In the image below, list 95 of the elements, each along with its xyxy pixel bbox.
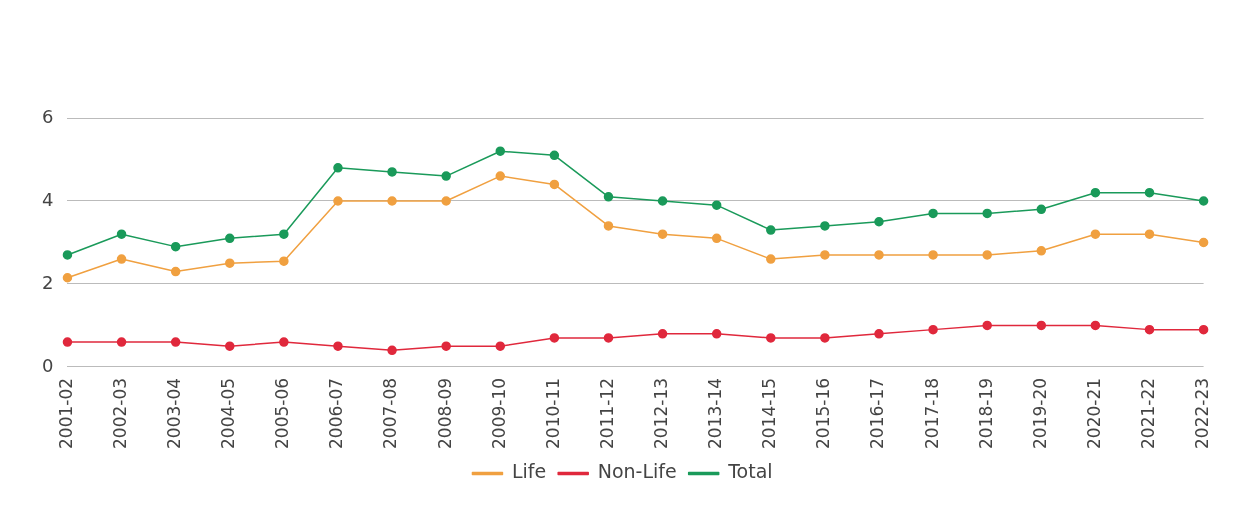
legend-label: Non-Life <box>597 460 677 483</box>
point <box>441 196 451 206</box>
x-tick-label: 2004-05 <box>218 377 239 449</box>
point <box>766 254 776 264</box>
point <box>982 208 992 219</box>
point <box>170 266 181 277</box>
point <box>820 333 830 343</box>
x-tick-label: 2019-20 <box>1029 377 1050 449</box>
point <box>657 229 668 239</box>
point <box>1144 187 1155 198</box>
point <box>1144 324 1155 335</box>
x-tick-label: 2017-18 <box>921 377 942 449</box>
point <box>116 254 127 264</box>
point <box>766 225 776 235</box>
point <box>874 329 884 339</box>
point <box>1198 237 1209 248</box>
point <box>62 273 73 283</box>
y-tick-label: 2 <box>42 271 54 293</box>
x-tick-label: 2001-02 <box>55 377 76 449</box>
point <box>711 200 722 210</box>
point <box>116 337 127 347</box>
point <box>603 221 614 231</box>
point <box>711 233 722 244</box>
point <box>657 329 668 339</box>
point <box>279 337 289 347</box>
point <box>62 250 73 260</box>
point <box>1036 320 1047 331</box>
point <box>279 229 289 239</box>
x-tick-label: 2010-11 <box>542 377 563 449</box>
x-tick-label: 2018-19 <box>975 377 996 449</box>
point <box>116 229 127 239</box>
x-tick-label: 2009-10 <box>488 377 509 449</box>
point <box>549 333 560 343</box>
point <box>1090 187 1101 198</box>
point <box>549 179 560 190</box>
point <box>387 196 397 206</box>
point <box>549 150 560 161</box>
point <box>1036 246 1047 256</box>
point <box>333 163 343 173</box>
point <box>333 196 343 206</box>
x-tick-label: 2020-21 <box>1083 377 1104 449</box>
point <box>603 333 614 343</box>
point <box>766 333 776 343</box>
point <box>982 320 992 331</box>
point <box>1198 196 1209 206</box>
point <box>982 250 992 260</box>
point <box>441 341 451 351</box>
x-tick-label: 2003-04 <box>164 377 185 449</box>
point <box>1198 324 1209 335</box>
point <box>387 345 397 356</box>
point <box>928 250 938 260</box>
x-tick-label: 2005-06 <box>272 377 293 449</box>
point <box>279 256 289 266</box>
point <box>225 233 235 244</box>
point <box>495 341 506 351</box>
x-tick-label: 2022-23 <box>1192 377 1213 449</box>
point <box>495 146 506 156</box>
point <box>1090 229 1101 239</box>
point <box>441 171 451 181</box>
point <box>820 250 830 260</box>
point <box>874 216 884 227</box>
y-tick-label: 4 <box>42 188 54 210</box>
x-tick-label: 2008-09 <box>434 377 455 449</box>
point <box>928 208 938 219</box>
x-tick-label: 2002-03 <box>109 377 130 449</box>
legend-label: Total <box>727 460 773 483</box>
point <box>333 341 343 351</box>
point <box>820 221 830 231</box>
point <box>603 192 614 202</box>
point <box>874 250 884 260</box>
point <box>928 324 938 335</box>
point <box>62 337 73 347</box>
x-tick-label: 2015-16 <box>813 377 834 449</box>
point <box>1144 229 1155 239</box>
legend-label: Life <box>511 460 547 483</box>
x-tick-label: 2016-17 <box>867 377 888 449</box>
point <box>387 167 397 177</box>
point <box>495 171 506 181</box>
y-tick-label: 0 <box>42 354 54 376</box>
point <box>1090 320 1101 331</box>
point <box>225 258 235 268</box>
x-tick-label: 2013-14 <box>705 377 726 449</box>
x-tick-label: 2012-13 <box>651 377 671 449</box>
point <box>1036 204 1047 215</box>
point <box>170 241 181 252</box>
x-tick-label: 2006-07 <box>326 377 347 449</box>
y-tick-label: 6 <box>42 105 54 127</box>
x-tick-label: 2014-15 <box>759 377 780 449</box>
point <box>170 337 181 347</box>
point <box>657 196 668 206</box>
x-tick-label: 2007-08 <box>380 377 401 449</box>
x-tick-label: 2011-12 <box>596 377 617 449</box>
x-tick-label: 2021-22 <box>1137 377 1158 449</box>
point <box>711 329 722 339</box>
point <box>225 341 235 351</box>
